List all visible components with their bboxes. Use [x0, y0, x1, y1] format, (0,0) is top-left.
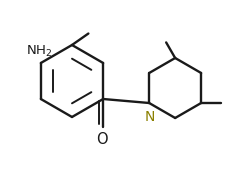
Text: NH$_2$: NH$_2$ [26, 44, 52, 59]
Text: N: N [145, 110, 155, 124]
Text: O: O [96, 132, 108, 147]
